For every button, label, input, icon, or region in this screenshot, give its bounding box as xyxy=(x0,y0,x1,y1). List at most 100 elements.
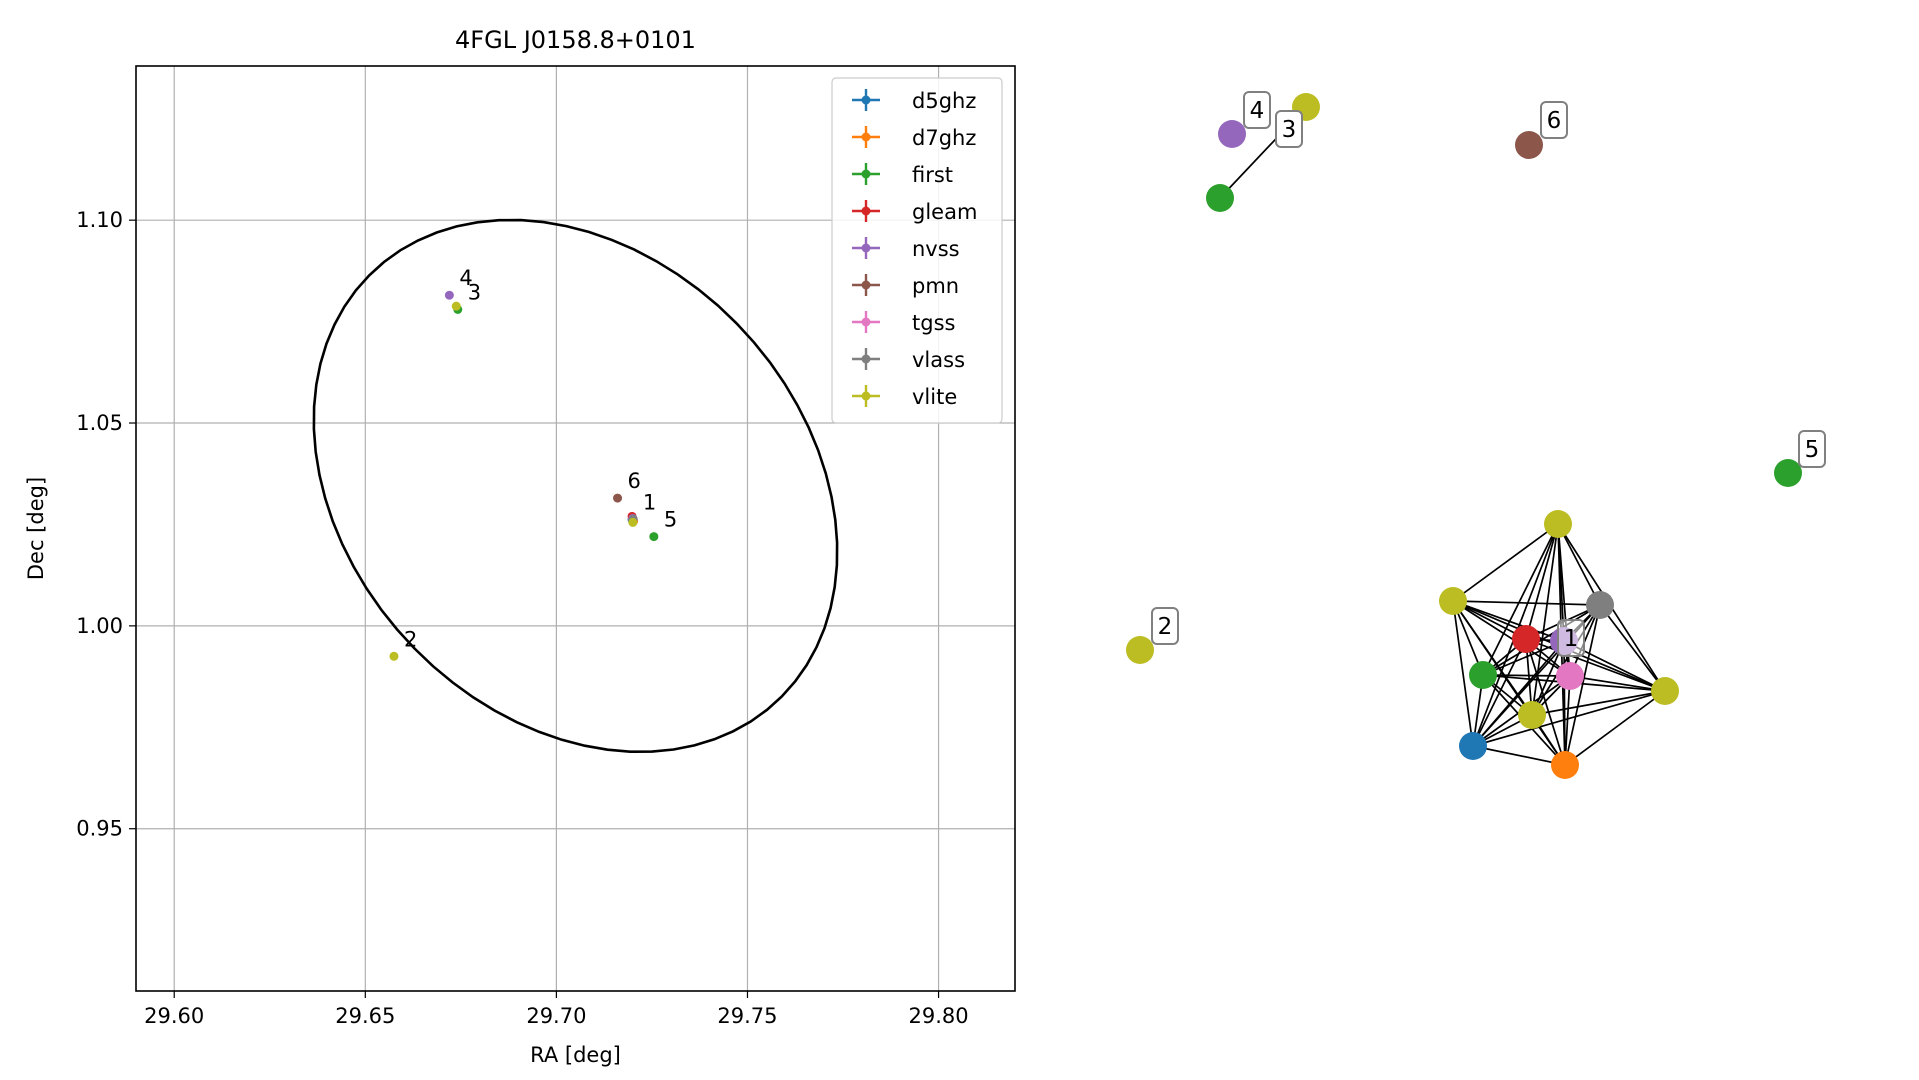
legend-marker-dot-first xyxy=(861,169,871,179)
network-node-vlite xyxy=(1651,677,1679,705)
network-edge xyxy=(1452,600,1474,747)
data-point-vlite xyxy=(389,651,399,661)
x-tick-label: 29.80 xyxy=(909,1004,969,1028)
plot-frame xyxy=(135,65,1016,992)
legend-box xyxy=(831,77,1003,424)
y-axis-label: Dec [deg] xyxy=(24,477,48,580)
legend-marker-dot-vlite xyxy=(861,391,871,401)
y-tick-label: 1.00 xyxy=(76,614,123,638)
point-label-5: 5 xyxy=(664,508,677,532)
network-label-box xyxy=(1243,91,1271,129)
network-group-label-6: 6 xyxy=(1547,108,1562,134)
legend-label-d7ghz: d7ghz xyxy=(912,126,976,150)
network-node-d7ghz xyxy=(1551,751,1579,779)
legend-label-pmn: pmn xyxy=(912,274,959,298)
network-node-vlite xyxy=(1126,636,1154,664)
point-label-3: 3 xyxy=(468,280,481,304)
legend-label-tgss: tgss xyxy=(912,311,955,335)
network-nodes xyxy=(1126,93,1802,779)
point-label-6: 6 xyxy=(628,469,641,493)
legend: d5ghz d7ghz first gleam nvss pmn tgss vlass vlit… xyxy=(831,77,1003,424)
network-node-gleam xyxy=(1512,625,1540,653)
network-node-vlite xyxy=(1544,510,1572,538)
network-edge xyxy=(1482,640,1565,676)
y-tick-label: 1.10 xyxy=(76,208,123,232)
network-edge xyxy=(1531,523,1559,716)
network-edge xyxy=(1452,600,1571,677)
network-label-box xyxy=(1540,101,1568,139)
network-edge xyxy=(1482,674,1571,677)
network-group-label-2: 2 xyxy=(1158,614,1173,640)
legend-marker-dot-pmn xyxy=(861,280,871,290)
network-group-label-1: 1 xyxy=(1564,626,1579,652)
legend-label-vlass: vlass xyxy=(912,348,965,372)
legend-label-d5ghz: d5ghz xyxy=(912,89,976,113)
network-edge xyxy=(1525,523,1559,640)
network-label-box xyxy=(1798,430,1826,468)
point-label-2: 2 xyxy=(404,627,417,651)
network-edge xyxy=(1531,690,1666,716)
network-node-first xyxy=(1774,459,1802,487)
legend-marker-dot-tgss xyxy=(861,317,871,327)
x-tick-label: 29.65 xyxy=(335,1004,395,1028)
data-point-nvss xyxy=(444,290,454,300)
network-node-vlite xyxy=(1518,701,1546,729)
data-points xyxy=(389,290,659,661)
legend-marker-dot-vlass xyxy=(861,354,871,364)
network-edge xyxy=(1472,640,1565,747)
network-node-first xyxy=(1206,184,1234,212)
network-node-pmn xyxy=(1515,131,1543,159)
legend-label-gleam: gleam xyxy=(912,200,977,224)
legend-label-nvss: nvss xyxy=(912,237,960,261)
network-edge xyxy=(1472,690,1666,747)
network-edge xyxy=(1525,638,1566,766)
legend-marker-dot-d7ghz xyxy=(861,132,871,142)
network-node-first xyxy=(1469,661,1497,689)
legend-label-first: first xyxy=(912,163,953,187)
network-edge xyxy=(1482,523,1559,676)
network-edge xyxy=(1564,675,1571,766)
network-node-tgss xyxy=(1556,662,1584,690)
network-node-vlite xyxy=(1439,587,1467,615)
data-point-vlite xyxy=(451,301,461,311)
legend-marker-dot-gleam xyxy=(861,206,871,216)
x-tick-label: 29.70 xyxy=(526,1004,586,1028)
ellipse-outline xyxy=(312,218,839,754)
network-node-vlass xyxy=(1586,591,1614,619)
network-edge xyxy=(1452,600,1565,642)
network-panel: 1 2 34 5 6 xyxy=(1126,91,1826,779)
data-point-pmn xyxy=(613,493,623,503)
network-group-label-3: 3 xyxy=(1282,117,1297,143)
network-group-labels: 1 2 34 5 6 xyxy=(1151,91,1826,657)
network-label-box xyxy=(1275,110,1303,148)
x-tick-label: 29.75 xyxy=(717,1004,777,1028)
legend-label-vlite: vlite xyxy=(912,385,957,409)
legend-marker-dot-d5ghz xyxy=(861,95,871,105)
network-edge xyxy=(1563,640,1566,766)
network-node-nvss xyxy=(1218,120,1246,148)
data-point-first xyxy=(649,532,659,542)
point-label-4: 4 xyxy=(459,266,472,290)
network-node-d5ghz xyxy=(1459,732,1487,760)
network-label-box xyxy=(1557,619,1585,657)
y-tick-label: 0.95 xyxy=(76,817,123,841)
network-edge xyxy=(1564,690,1666,766)
network-edge xyxy=(1557,523,1601,606)
data-point-vlite xyxy=(628,517,638,527)
grid-lines xyxy=(136,66,1015,991)
uncertainty-ellipse xyxy=(312,218,839,754)
axis-ticks: 29.60 29.65 29.70 29.75 29.80 0.95 1.00 1.05 1.1… xyxy=(76,208,968,1028)
network-group-label-5: 5 xyxy=(1805,437,1820,463)
y-tick-label: 1.05 xyxy=(76,411,123,435)
network-edges xyxy=(1219,106,1666,766)
network-label-box xyxy=(1151,607,1179,645)
network-edge xyxy=(1599,604,1666,692)
network-edge xyxy=(1452,523,1559,602)
network-group-label-4: 4 xyxy=(1250,98,1265,124)
legend-marker-dot-nvss xyxy=(861,243,871,253)
chart-title: 4FGL J0158.8+0101 xyxy=(455,26,696,54)
network-edge xyxy=(1472,745,1566,766)
